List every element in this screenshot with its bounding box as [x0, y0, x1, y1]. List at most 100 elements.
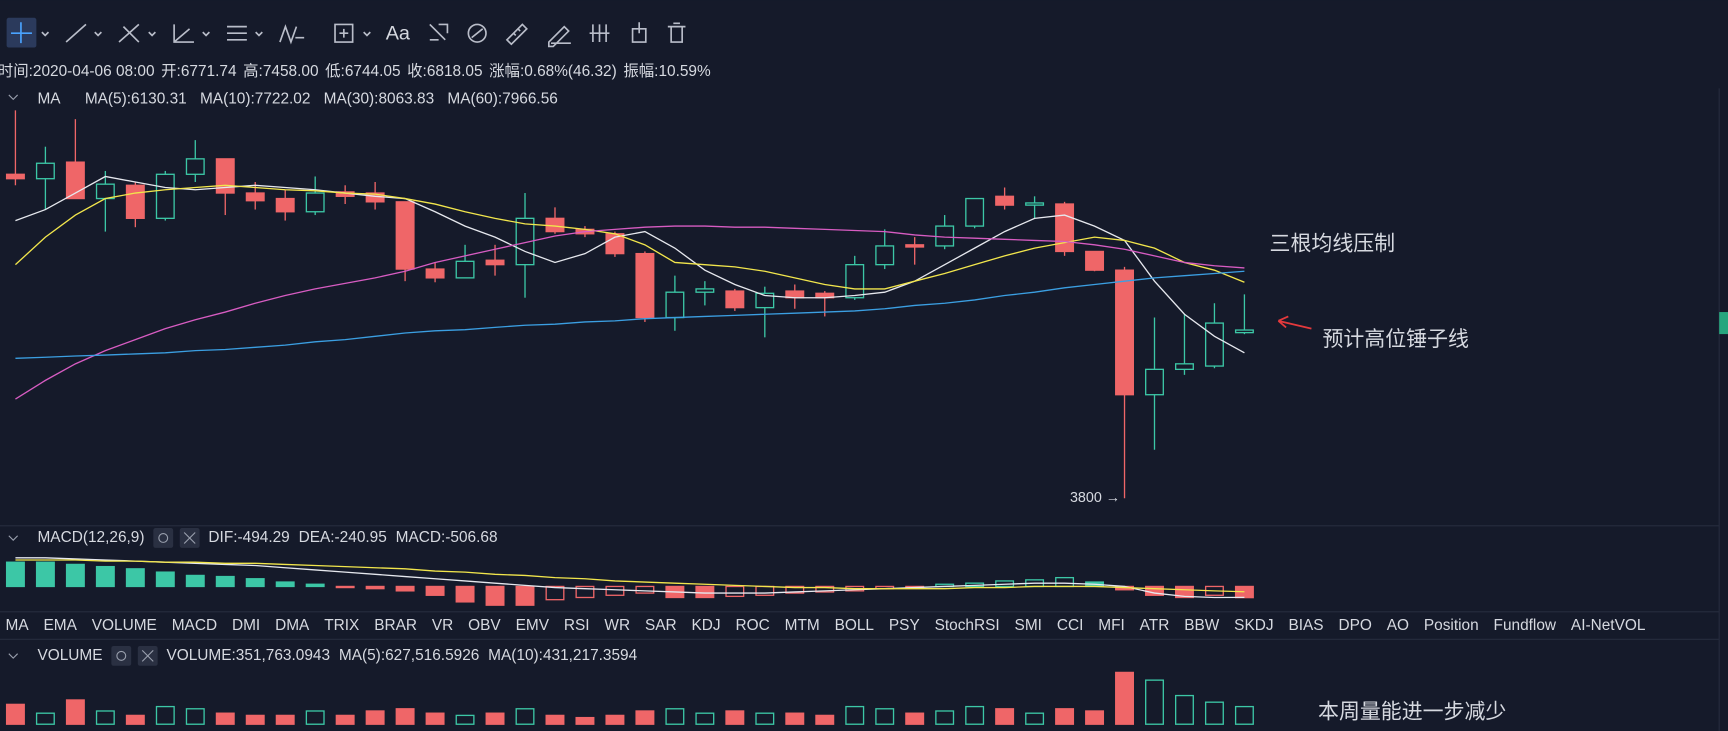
volume-bar: [725, 710, 745, 725]
candle-body: [905, 244, 925, 248]
candle-body: [635, 252, 655, 319]
magnet-tool[interactable]: [467, 23, 487, 43]
dropdown[interactable]: [202, 31, 210, 37]
indicator-tab[interactable]: VOLUME: [92, 617, 157, 634]
dropdown[interactable]: [148, 31, 156, 37]
indicator-tab[interactable]: SMI: [1015, 617, 1042, 634]
pane-settings-button[interactable]: [111, 645, 132, 666]
volume-bar: [215, 712, 235, 725]
indicator-tab[interactable]: BIAS: [1288, 617, 1323, 634]
indicator-tab[interactable]: DMI: [232, 617, 260, 634]
indicator-tab[interactable]: MA: [6, 617, 30, 634]
indicator-tab[interactable]: BOLL: [835, 617, 875, 634]
indicator-tab[interactable]: WR: [604, 617, 630, 634]
indicator-tab[interactable]: MTM: [785, 617, 820, 634]
indicator-tab[interactable]: DMA: [275, 617, 310, 634]
macd-bar: [815, 585, 835, 593]
indicator-tab[interactable]: SAR: [645, 617, 677, 634]
macd-bar: [725, 585, 745, 598]
lock-tool[interactable]: [589, 24, 610, 43]
pane-settings-icon[interactable]: [158, 533, 169, 543]
macd-bar: [605, 585, 625, 596]
hide-tool[interactable]: [631, 22, 647, 43]
dropdown[interactable]: [41, 31, 50, 37]
macd-bar: [395, 585, 415, 592]
indicator-tab[interactable]: BBW: [1184, 617, 1220, 634]
indicator-tab[interactable]: EMA: [43, 617, 77, 634]
text-tool[interactable]: Aa: [386, 23, 411, 45]
volume-bar: [365, 710, 385, 725]
dropdown[interactable]: [255, 31, 263, 37]
candle-body: [695, 288, 715, 293]
volume-bar: [755, 712, 775, 725]
collapse-arrow[interactable]: [8, 653, 19, 659]
indicator-tab[interactable]: KDJ: [692, 617, 721, 634]
annotation: 本周量能进一步减少: [1318, 701, 1506, 724]
pattern-tool[interactable]: [429, 23, 449, 41]
indicator-tab[interactable]: MFI: [1098, 617, 1125, 634]
volume-bar: [545, 714, 565, 725]
indicator-tab[interactable]: StochRSI: [935, 617, 1000, 634]
legend-entry: MA(10):431,217.3594: [488, 647, 637, 664]
volume-bar: [695, 712, 715, 725]
indicator-tab[interactable]: EMV: [516, 617, 550, 634]
volume-bar: [845, 705, 865, 725]
pane-close-icon[interactable]: [183, 532, 196, 544]
macd-bar: [185, 574, 205, 588]
brush-tool[interactable]: [547, 25, 571, 48]
pane-settings-icon[interactable]: [116, 650, 127, 661]
macd-bar: [695, 585, 715, 599]
indicator-tab[interactable]: RSI: [564, 617, 590, 634]
dropdown[interactable]: [94, 31, 102, 37]
volume-bar: [1234, 705, 1254, 725]
volume-bar: [875, 708, 895, 725]
volume-bar: [665, 708, 685, 725]
indicator-tab[interactable]: OBV: [468, 617, 501, 634]
indicator-tab[interactable]: TRIX: [324, 617, 359, 634]
pane-close-icon[interactable]: [141, 649, 154, 662]
candle-body: [665, 291, 685, 319]
indicator-tab[interactable]: CCI: [1057, 617, 1084, 634]
fib-tool[interactable]: [227, 25, 247, 41]
indicator-tab[interactable]: BRAR: [374, 617, 417, 634]
indicator-tab[interactable]: ATR: [1140, 617, 1170, 634]
indicator-tab[interactable]: DPO: [1338, 617, 1371, 634]
legend-entry: DIF:-494.29: [208, 529, 289, 546]
candle-body: [245, 192, 265, 202]
collapse-arrow[interactable]: [8, 94, 19, 101]
dropdown[interactable]: [363, 31, 371, 37]
wave-tool[interactable]: [279, 24, 305, 45]
delete-tool[interactable]: [667, 22, 686, 43]
candle-body: [185, 158, 205, 175]
indicator-tab[interactable]: AI-NetVOL: [1571, 617, 1646, 634]
volume-bar: [335, 714, 355, 725]
measure-tool[interactable]: [334, 23, 354, 43]
ma-title: MA: [37, 90, 61, 107]
indicator-tab[interactable]: AO: [1387, 617, 1409, 634]
pane-settings-button[interactable]: [153, 528, 174, 548]
ruler-tool[interactable]: [505, 23, 528, 46]
candle-body: [1025, 202, 1045, 206]
volume-bar: [905, 712, 925, 725]
crosshair-tool[interactable]: [11, 22, 32, 44]
ma-line: [15, 225, 1245, 400]
indicator-tab[interactable]: PSY: [889, 617, 920, 634]
indicator-tab[interactable]: SKDJ: [1234, 617, 1273, 634]
macd-bar: [335, 585, 355, 589]
indicator-tab[interactable]: Position: [1424, 617, 1479, 634]
indicator-tab[interactable]: MACD: [172, 617, 217, 634]
header-low: 低:6744.05: [325, 62, 400, 80]
angle-tool[interactable]: [173, 24, 194, 43]
macd-bar: [455, 585, 475, 603]
collapse-arrow[interactable]: [8, 535, 19, 541]
volume-bar: [5, 703, 25, 725]
channel-tool[interactable]: [118, 23, 140, 43]
line-tool[interactable]: [65, 23, 87, 43]
indicator-tab[interactable]: Fundflow: [1494, 617, 1557, 634]
candle-body: [5, 173, 25, 180]
indicator-tab[interactable]: ROC: [736, 617, 770, 634]
indicator-tab[interactable]: VR: [432, 617, 453, 634]
volume-title: VOLUME: [37, 647, 102, 664]
volume-bar: [155, 705, 175, 725]
